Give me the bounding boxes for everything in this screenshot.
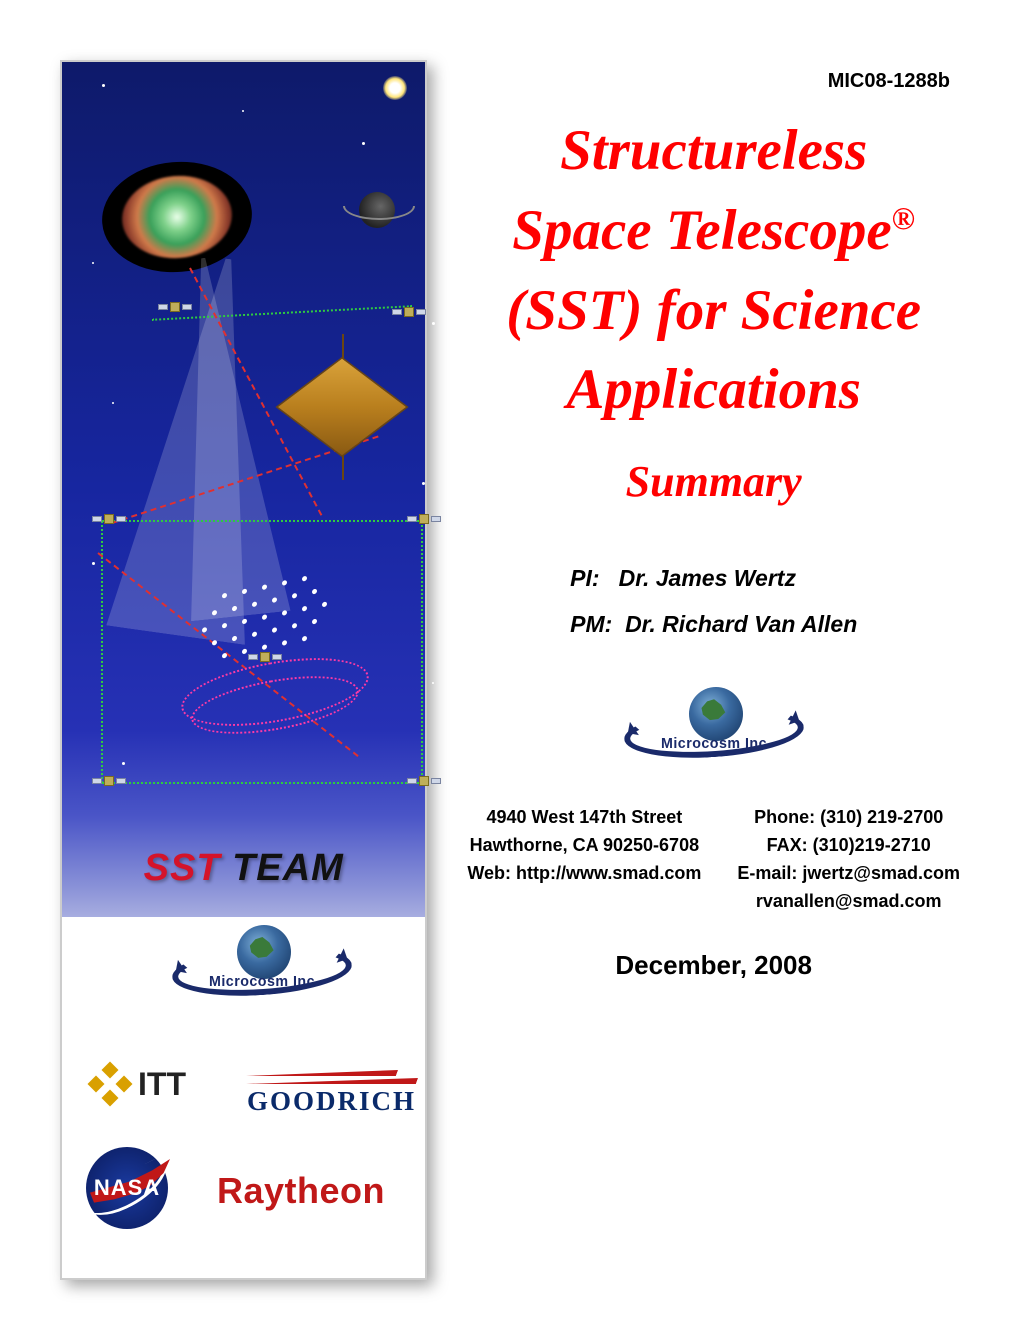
contact-address: 4940 West 147th Street Hawthorne, CA 902… bbox=[467, 804, 701, 916]
phone-line: Phone: (310) 219-2700 bbox=[737, 804, 960, 832]
pi-name: Dr. James Wertz bbox=[619, 565, 796, 591]
star-icon bbox=[242, 110, 244, 112]
pi-label: PI: bbox=[570, 565, 599, 591]
company-logo: Microcosm Inc bbox=[624, 687, 804, 782]
orbit-ring-icon bbox=[622, 703, 805, 763]
company-label: Microcosm Inc bbox=[628, 735, 799, 752]
satellite-icon bbox=[92, 776, 126, 786]
pm-name: Dr. Richard Van Allen bbox=[625, 611, 857, 637]
goodrich-swoosh-icon bbox=[247, 1064, 417, 1086]
nasa-text: NASA bbox=[86, 1175, 168, 1201]
orbit-ring-icon bbox=[171, 941, 354, 1001]
satellite-icon bbox=[407, 776, 441, 786]
title-line: Space Telescope® bbox=[512, 199, 915, 262]
hero-illustration-panel: SST TEAM Microcosm Inc ITT GOODRICH bbox=[60, 60, 427, 1280]
pm-row: PM: Dr. Richard Van Allen bbox=[570, 601, 857, 647]
formation-line bbox=[102, 782, 422, 784]
document-date: December, 2008 bbox=[615, 950, 812, 981]
itt-text: ITT bbox=[138, 1066, 186, 1103]
team-heading: SST TEAM bbox=[62, 847, 425, 890]
fax-line: FAX: (310)219-2710 bbox=[737, 832, 960, 860]
email-line: E-mail: jwertz@smad.com bbox=[737, 860, 960, 888]
pm-label: PM: bbox=[570, 611, 612, 637]
formation-line bbox=[421, 521, 423, 783]
formation-line bbox=[101, 521, 103, 783]
title-line: (SST) for Science bbox=[506, 279, 921, 342]
address-line: Hawthorne, CA 90250-6708 bbox=[467, 832, 701, 860]
star-icon bbox=[102, 84, 105, 87]
star-icon bbox=[92, 562, 95, 565]
goodrich-logo: GOODRICH bbox=[247, 1064, 447, 1117]
pi-row: PI: Dr. James Wertz bbox=[570, 555, 857, 601]
microcosm-label: Microcosm Inc bbox=[177, 973, 348, 990]
satellite-icon bbox=[92, 514, 126, 524]
star-icon bbox=[432, 682, 434, 684]
star-icon bbox=[122, 762, 125, 765]
goodrich-text: GOODRICH bbox=[247, 1086, 447, 1117]
document-subtitle: Summary bbox=[626, 456, 802, 507]
microcosm-logo: Microcosm Inc bbox=[172, 925, 352, 1015]
contact-block: 4940 West 147th Street Hawthorne, CA 902… bbox=[467, 804, 960, 916]
email-line: rvanallen@smad.com bbox=[737, 888, 960, 916]
star-icon bbox=[422, 482, 425, 485]
address-line: 4940 West 147th Street bbox=[467, 804, 701, 832]
star-icon bbox=[92, 262, 94, 264]
star-icon bbox=[432, 322, 435, 325]
satellite-icon bbox=[158, 302, 192, 312]
satellite-icon bbox=[407, 514, 441, 524]
team-heading-black: TEAM bbox=[221, 847, 344, 889]
star-icon bbox=[112, 402, 114, 404]
page: SST TEAM Microcosm Inc ITT GOODRICH bbox=[0, 0, 1020, 1320]
title-line: Structureless bbox=[560, 119, 867, 182]
document-id: MIC08-1288b bbox=[828, 70, 950, 93]
solar-sail-icon bbox=[287, 352, 397, 462]
team-heading-red: SST bbox=[144, 847, 221, 889]
formation-line bbox=[102, 520, 422, 522]
star-icon bbox=[362, 142, 365, 145]
title-line: Applications bbox=[566, 358, 861, 421]
people-block: PI: Dr. James Wertz PM: Dr. Richard Van … bbox=[570, 555, 857, 647]
itt-blocks-icon bbox=[90, 1064, 130, 1104]
raytheon-logo: Raytheon bbox=[217, 1170, 385, 1212]
web-line: Web: http://www.smad.com bbox=[467, 860, 701, 888]
contact-phone-email: Phone: (310) 219-2700 FAX: (310)219-2710… bbox=[737, 804, 960, 916]
info-panel: MIC08-1288b Structureless Space Telescop… bbox=[427, 60, 980, 1280]
document-title: Structureless Space Telescope® (SST) for… bbox=[506, 111, 921, 430]
nasa-logo: NASA bbox=[86, 1147, 168, 1229]
itt-logo: ITT bbox=[90, 1064, 186, 1104]
satellite-icon bbox=[392, 307, 426, 317]
